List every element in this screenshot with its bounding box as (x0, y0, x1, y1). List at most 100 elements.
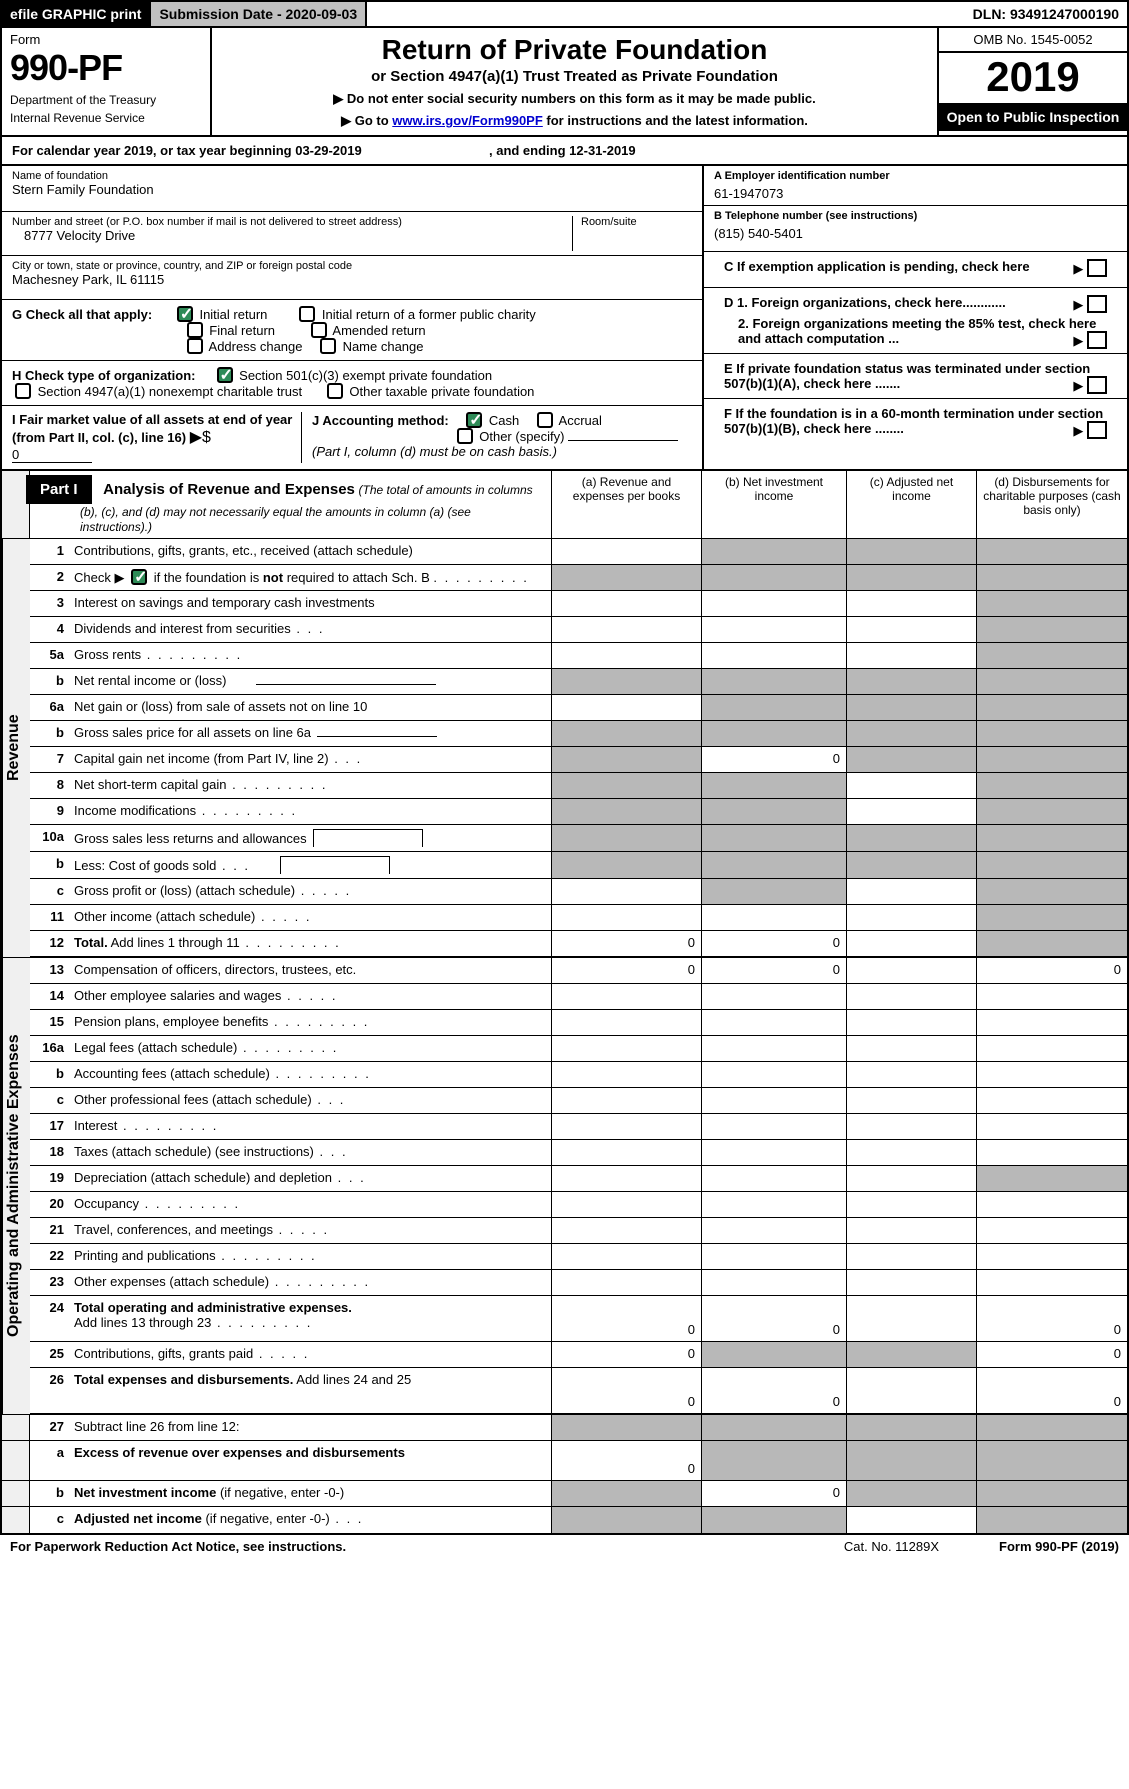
e-checkbox[interactable] (1087, 376, 1107, 394)
dept-treasury: Department of the Treasury (10, 93, 202, 107)
amended-return-checkbox[interactable] (311, 322, 327, 338)
address-change-checkbox[interactable] (187, 338, 203, 354)
row-20: 20Occupancy (30, 1192, 1127, 1218)
r25-d: 0 (977, 1342, 1127, 1367)
row-15: 15Pension plans, employee benefits (30, 1010, 1127, 1036)
r24-a: 0 (688, 1322, 695, 1337)
row-25: 25Contributions, gifts, grants paid 00 (30, 1342, 1127, 1368)
r10b-text: Less: Cost of goods sold (70, 852, 552, 878)
f-checkbox[interactable] (1087, 421, 1107, 439)
col-d-header: (d) Disbursements for charitable purpose… (977, 471, 1127, 538)
c-cell: C If exemption application is pending, c… (704, 252, 1127, 288)
i-value: 0 (12, 447, 92, 463)
row-23: 23Other expenses (attach schedule) (30, 1270, 1127, 1296)
d1-checkbox[interactable] (1087, 295, 1107, 313)
name-change-checkbox[interactable] (320, 338, 336, 354)
r24-d: 0 (1114, 1322, 1121, 1337)
r13-a: 0 (552, 958, 702, 983)
initial-return-label: Initial return (199, 307, 267, 322)
row-1: 1 Contributions, gifts, grants, etc., re… (30, 539, 1127, 565)
row-18: 18Taxes (attach schedule) (see instructi… (30, 1140, 1127, 1166)
row-16a: 16aLegal fees (attach schedule) (30, 1036, 1127, 1062)
open-public: Open to Public Inspection (939, 103, 1127, 131)
r2-text: Check ▶ if the foundation is not require… (70, 565, 552, 590)
part1-header: Part I Analysis of Revenue and Expenses … (2, 471, 1127, 539)
h-label: H Check type of organization: (12, 368, 195, 383)
501c3-checkbox[interactable] (217, 367, 233, 383)
ein-label: A Employer identification number (714, 170, 890, 182)
r13-d: 0 (977, 958, 1127, 983)
c-checkbox[interactable] (1087, 259, 1107, 277)
r10a-text: Gross sales less returns and allowances (70, 825, 552, 851)
row-6b: bGross sales price for all assets on lin… (30, 721, 1127, 747)
row-3: 3Interest on savings and temporary cash … (30, 591, 1127, 617)
d2-checkbox[interactable] (1087, 331, 1107, 349)
row-6a: 6aNet gain or (loss) from sale of assets… (30, 695, 1127, 721)
r5b-text: Net rental income or (loss) (70, 669, 552, 694)
r27a-text: Excess of revenue over expenses and disb… (70, 1441, 552, 1480)
row-14: 14Other employee salaries and wages (30, 984, 1127, 1010)
city-label: City or town, state or province, country… (12, 260, 692, 272)
initial-former-checkbox[interactable] (299, 306, 315, 322)
row-26: 26Total expenses and disbursements. Add … (30, 1368, 1127, 1414)
4947-label: Section 4947(a)(1) nonexempt charitable … (38, 384, 302, 399)
cash-checkbox[interactable] (466, 412, 482, 428)
r27b-b: 0 (702, 1481, 847, 1506)
c-label: C If exemption application is pending, c… (724, 259, 1030, 274)
row-19: 19Depreciation (attach schedule) and dep… (30, 1166, 1127, 1192)
r13-text: Compensation of officers, directors, tru… (70, 958, 552, 983)
h-row: H Check type of organization: Section 50… (2, 361, 702, 406)
r20-text: Occupancy (70, 1192, 552, 1217)
identity-left: Name of foundation Stern Family Foundati… (2, 166, 702, 469)
r13-b: 0 (702, 958, 847, 983)
r8-text: Net short-term capital gain (70, 773, 552, 798)
r14-text: Other employee salaries and wages (70, 984, 552, 1009)
irs-link[interactable]: www.irs.gov/Form990PF (392, 113, 543, 128)
r27a-a: 0 (688, 1461, 695, 1476)
other-method-label: Other (specify) (479, 429, 564, 444)
j-label: J Accounting method: (312, 413, 449, 428)
r22-text: Printing and publications (70, 1244, 552, 1269)
g-row: G Check all that apply: Initial return I… (2, 300, 702, 361)
cat-no: Cat. No. 11289X (844, 1539, 939, 1554)
r12-a: 0 (552, 931, 702, 956)
form-header: Form 990-PF Department of the Treasury I… (2, 28, 1127, 137)
r5a-text: Gross rents (70, 643, 552, 668)
f-cell: F If the foundation is in a 60-month ter… (704, 399, 1127, 453)
r6a-text: Net gain or (loss) from sale of assets n… (70, 695, 552, 720)
col-c-header: (c) Adjusted net income (847, 471, 977, 538)
phone-cell: B Telephone number (see instructions) (8… (704, 206, 1127, 252)
r16a-text: Legal fees (attach schedule) (70, 1036, 552, 1061)
4947-checkbox[interactable] (15, 383, 31, 399)
identity-block: Name of foundation Stern Family Foundati… (2, 166, 1127, 471)
r15-text: Pension plans, employee benefits (70, 1010, 552, 1035)
phone-value: (815) 540-5401 (714, 226, 1117, 241)
form-number: 990-PF (10, 47, 202, 89)
row-10b: bLess: Cost of goods sold (30, 852, 1127, 879)
ssn-warning: ▶ Do not enter social security numbers o… (222, 91, 927, 107)
r2-post: if the foundation is not required to att… (154, 570, 430, 585)
phone-label: B Telephone number (see instructions) (714, 210, 917, 222)
part1-tag: Part I (26, 475, 92, 504)
name-label: Name of foundation (12, 170, 692, 182)
f-label: F If the foundation is in a 60-month ter… (724, 406, 1103, 436)
final-return-checkbox[interactable] (187, 322, 203, 338)
d2-label: 2. Foreign organizations meeting the 85%… (738, 316, 1096, 346)
schb-checkbox[interactable] (131, 569, 147, 585)
r18-text: Taxes (attach schedule) (see instruction… (70, 1140, 552, 1165)
r2-pre: Check ▶ (74, 570, 124, 585)
initial-return-checkbox[interactable] (177, 306, 193, 322)
accrual-checkbox[interactable] (537, 412, 553, 428)
r24-b: 0 (833, 1322, 840, 1337)
row-7: 7Capital gain net income (from Part IV, … (30, 747, 1127, 773)
ij-row: I Fair market value of all assets at end… (2, 406, 702, 469)
paperwork-notice: For Paperwork Reduction Act Notice, see … (10, 1539, 346, 1554)
other-method-checkbox[interactable] (457, 428, 473, 444)
501c3-label: Section 501(c)(3) exempt private foundat… (239, 368, 492, 383)
other-taxable-checkbox[interactable] (327, 383, 343, 399)
r26-text: Total expenses and disbursements. Add li… (70, 1368, 552, 1413)
row-24: 24Total operating and administrative exp… (30, 1296, 1127, 1342)
row-27b: bNet investment income (if negative, ent… (2, 1481, 1127, 1507)
r23-text: Other expenses (attach schedule) (70, 1270, 552, 1295)
street-address: 8777 Velocity Drive (12, 228, 562, 243)
